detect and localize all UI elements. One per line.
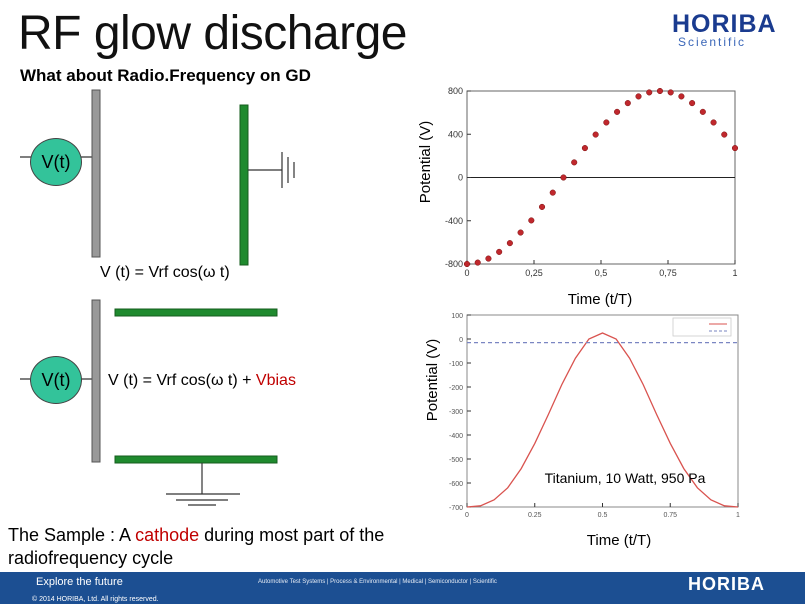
series-line [466, 332, 739, 508]
data-point [581, 145, 588, 152]
y-tick-label: 100 [451, 313, 463, 320]
data-point [496, 248, 503, 255]
horiba-logo-sub: Scientific [678, 35, 747, 49]
footer-tagline: Explore the future [36, 576, 123, 588]
y-tick-label: -800 [445, 259, 463, 269]
data-point [560, 174, 567, 181]
footer-bar: Explore the future © 2014 HORIBA, Ltd. A… [0, 572, 805, 604]
data-point [506, 240, 513, 247]
sample-cathode: cathode [135, 525, 200, 545]
top-anode-plate [114, 308, 278, 317]
x-tick-label: 0,25 [525, 268, 543, 278]
chart-annotation: Titanium, 10 Watt, 950 Pa [545, 470, 706, 486]
x-tick-label: 1 [732, 268, 737, 278]
y-tick-label: -100 [449, 361, 463, 368]
x-axis-label: Time (t/T) [568, 291, 632, 308]
y-tick-label: -400 [445, 216, 463, 226]
data-point [517, 229, 524, 236]
y-axis-label: Potential (V) [417, 121, 434, 204]
rf-equation: V (t) = Vrf cos(ω t) [100, 264, 230, 281]
data-point [528, 217, 535, 224]
y-tick-label: 400 [448, 129, 463, 139]
y-tick-label: -600 [449, 481, 463, 488]
data-point [571, 159, 578, 166]
rf-bias-equation: V (t) = Vrf cos(ω t) + Vbias [108, 372, 296, 390]
y-tick-label: -400 [449, 433, 463, 440]
y-tick-label: 0 [458, 173, 463, 183]
data-point [614, 108, 621, 115]
data-point [485, 255, 492, 262]
data-point [667, 89, 674, 96]
x-tick-label: 0.5 [598, 512, 608, 519]
y-tick-label: -500 [449, 457, 463, 464]
sample-prefix: The Sample : A [8, 525, 136, 545]
y-tick-label: -700 [449, 505, 463, 512]
sample-electrode [91, 89, 101, 258]
horiba-logo-word: HORIBA [672, 10, 777, 38]
data-point [689, 100, 696, 107]
footer-copyright: © 2014 HORIBA, Ltd. All rights reserved. [32, 596, 159, 603]
data-point [731, 145, 739, 152]
data-point [710, 119, 717, 126]
data-point [646, 89, 653, 96]
data-point [603, 119, 610, 126]
x-tick-label: 0.75 [663, 512, 677, 519]
legend-box [672, 317, 732, 337]
y-tick-label: -300 [449, 409, 463, 416]
data-point [721, 131, 728, 138]
data-point [538, 203, 546, 210]
x-axis-label: Time (t/T) [587, 532, 651, 549]
data-point [635, 93, 642, 100]
x-tick-label: 1 [736, 512, 740, 519]
rf-source-label: V(t) [30, 138, 82, 186]
rf-bias-equation-prefix: V (t) = Vrf cos(ω t) + [108, 372, 256, 389]
y-tick-label: -200 [449, 385, 463, 392]
anode-electrode [239, 104, 249, 266]
footer-logo: HORIBA [688, 574, 765, 594]
rf-bias-circuit-diagram [20, 299, 278, 506]
horiba-logo: HORIBA Scientific [672, 10, 794, 50]
data-point [474, 259, 481, 266]
footer-links: Automotive Test Systems | Process & Envi… [258, 579, 497, 585]
y-tick-label: 800 [448, 86, 463, 96]
y-tick-label: 0 [459, 337, 463, 344]
sample-suffix: during most part of the radiofrequency c… [8, 525, 385, 568]
sample-description: The Sample : A cathode during most part … [8, 524, 408, 570]
x-tick-label: 0,5 [595, 268, 608, 278]
rf-bias-equation-vbias: Vbias [255, 372, 296, 389]
bottom-anode-plate [114, 455, 278, 464]
data-point [463, 260, 471, 268]
data-point [624, 100, 631, 107]
x-tick-label: 0 [465, 512, 469, 519]
x-tick-label: 0,75 [659, 268, 677, 278]
data-point [699, 108, 706, 115]
data-point [592, 131, 599, 138]
x-tick-label: 0.25 [528, 512, 542, 519]
slide-subtitle: What about Radio.Frequency on GD [20, 66, 311, 85]
x-tick-label: 0 [464, 268, 469, 278]
rf-bias-source-label: V(t) [30, 356, 82, 404]
y-axis-label: Potential (V) [424, 339, 441, 422]
slide-title: RF glow discharge [18, 7, 408, 60]
data-point [678, 93, 685, 100]
sample-electrode-2 [91, 299, 101, 463]
data-point [549, 189, 556, 196]
data-point [656, 87, 664, 95]
